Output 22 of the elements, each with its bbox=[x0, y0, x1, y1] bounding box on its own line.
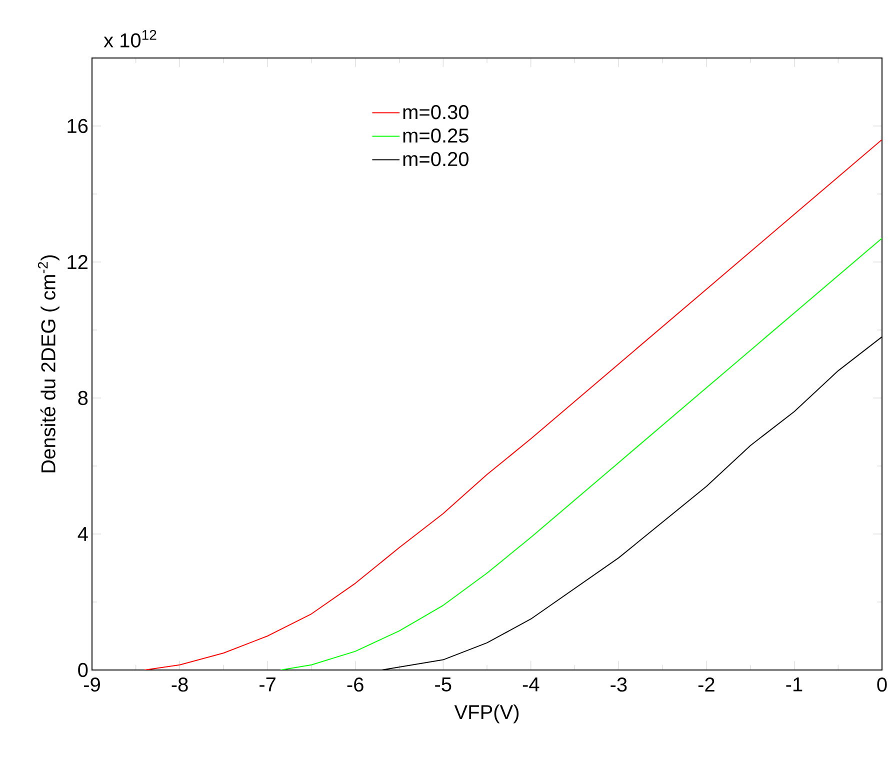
x-tick-label: -8 bbox=[172, 678, 188, 692]
legend-label: m=0.25 bbox=[403, 128, 468, 143]
y-tick-label: 12 bbox=[68, 255, 88, 269]
y-tick-label: 16 bbox=[68, 118, 88, 134]
line-series bbox=[280, 238, 882, 670]
x-tick-label: -7 bbox=[260, 678, 276, 692]
x-tick-label: -9 bbox=[84, 678, 100, 692]
text: x 10$^{12}$ bbox=[104, 30, 156, 48]
y-tick-label: 4 bbox=[78, 527, 88, 541]
x-tick-label: -4 bbox=[522, 678, 540, 692]
legend-label: m=0.20 bbox=[403, 152, 468, 166]
x-tick-label: -3 bbox=[610, 678, 627, 692]
x-axis-title: VFP(V) bbox=[454, 704, 519, 724]
legend-label: m=0.30 bbox=[403, 105, 468, 120]
x-tick-label: -6 bbox=[347, 678, 364, 692]
x-tick-label: 0 bbox=[877, 678, 887, 692]
x-tick-label: -5 bbox=[435, 678, 452, 692]
y-tick-label: 8 bbox=[78, 390, 88, 406]
y-axis-title: Densité du 2DEG ( cm$^{-2}$) bbox=[38, 255, 60, 472]
x-tick-label: -2 bbox=[698, 678, 714, 692]
x-tick-label: -1 bbox=[786, 678, 802, 692]
y-tick-label: 0 bbox=[78, 662, 88, 678]
